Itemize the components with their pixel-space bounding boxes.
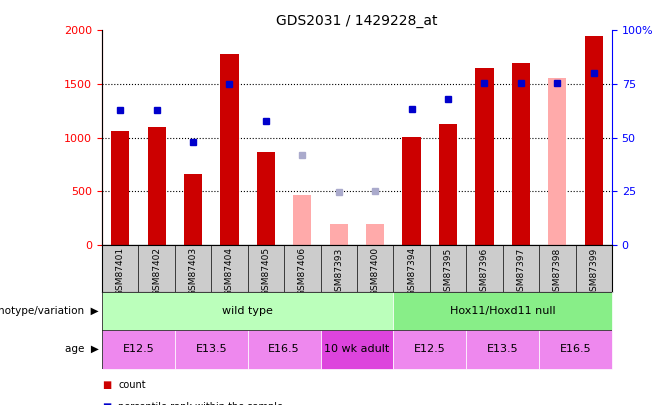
Text: E13.5: E13.5	[487, 344, 519, 354]
Bar	[475, 68, 494, 245]
Bar	[366, 224, 384, 245]
Text: GSM87406: GSM87406	[298, 247, 307, 296]
Text: percentile rank within the sample: percentile rank within the sample	[118, 402, 284, 405]
Text: Hox11/Hoxd11 null: Hox11/Hoxd11 null	[450, 306, 555, 316]
Text: GSM87393: GSM87393	[334, 247, 343, 296]
Bar	[247, 330, 320, 369]
Bar	[393, 292, 612, 330]
Bar	[393, 330, 467, 369]
Text: GSM87400: GSM87400	[370, 247, 380, 296]
Text: wild type: wild type	[222, 306, 273, 316]
Bar	[293, 194, 311, 245]
Text: GSM87404: GSM87404	[225, 247, 234, 296]
Bar	[320, 330, 393, 369]
Text: GSM87402: GSM87402	[152, 247, 161, 296]
Title: GDS2031 / 1429228_at: GDS2031 / 1429228_at	[276, 14, 438, 28]
Text: GSM87399: GSM87399	[589, 247, 598, 296]
Bar	[102, 292, 393, 330]
Bar	[403, 136, 420, 245]
Bar	[548, 78, 567, 245]
Text: GSM87401: GSM87401	[116, 247, 125, 296]
Bar	[220, 54, 239, 245]
Text: GSM87396: GSM87396	[480, 247, 489, 296]
Text: GSM87397: GSM87397	[517, 247, 525, 296]
Text: GSM87398: GSM87398	[553, 247, 562, 296]
Text: ■: ■	[102, 402, 111, 405]
Bar	[512, 62, 530, 245]
Text: GSM87405: GSM87405	[261, 247, 270, 296]
Bar	[439, 124, 457, 245]
Text: E13.5: E13.5	[195, 344, 227, 354]
Text: E12.5: E12.5	[122, 344, 154, 354]
Text: GSM87394: GSM87394	[407, 247, 416, 296]
Bar	[111, 131, 130, 245]
Bar	[184, 174, 202, 245]
Bar	[467, 330, 539, 369]
Text: GSM87403: GSM87403	[189, 247, 197, 296]
Bar	[175, 330, 247, 369]
Text: ■: ■	[102, 380, 111, 390]
Text: 10 wk adult: 10 wk adult	[324, 344, 390, 354]
Text: E16.5: E16.5	[560, 344, 592, 354]
Text: genotype/variation  ▶: genotype/variation ▶	[0, 306, 99, 316]
Bar	[102, 330, 175, 369]
Text: GSM87395: GSM87395	[443, 247, 453, 296]
Text: age  ▶: age ▶	[65, 344, 99, 354]
Bar	[330, 224, 348, 245]
Bar	[257, 151, 275, 245]
Bar	[539, 330, 612, 369]
Text: E16.5: E16.5	[268, 344, 300, 354]
Text: count: count	[118, 380, 146, 390]
Bar	[584, 36, 603, 245]
Text: E12.5: E12.5	[414, 344, 445, 354]
Bar	[147, 127, 166, 245]
